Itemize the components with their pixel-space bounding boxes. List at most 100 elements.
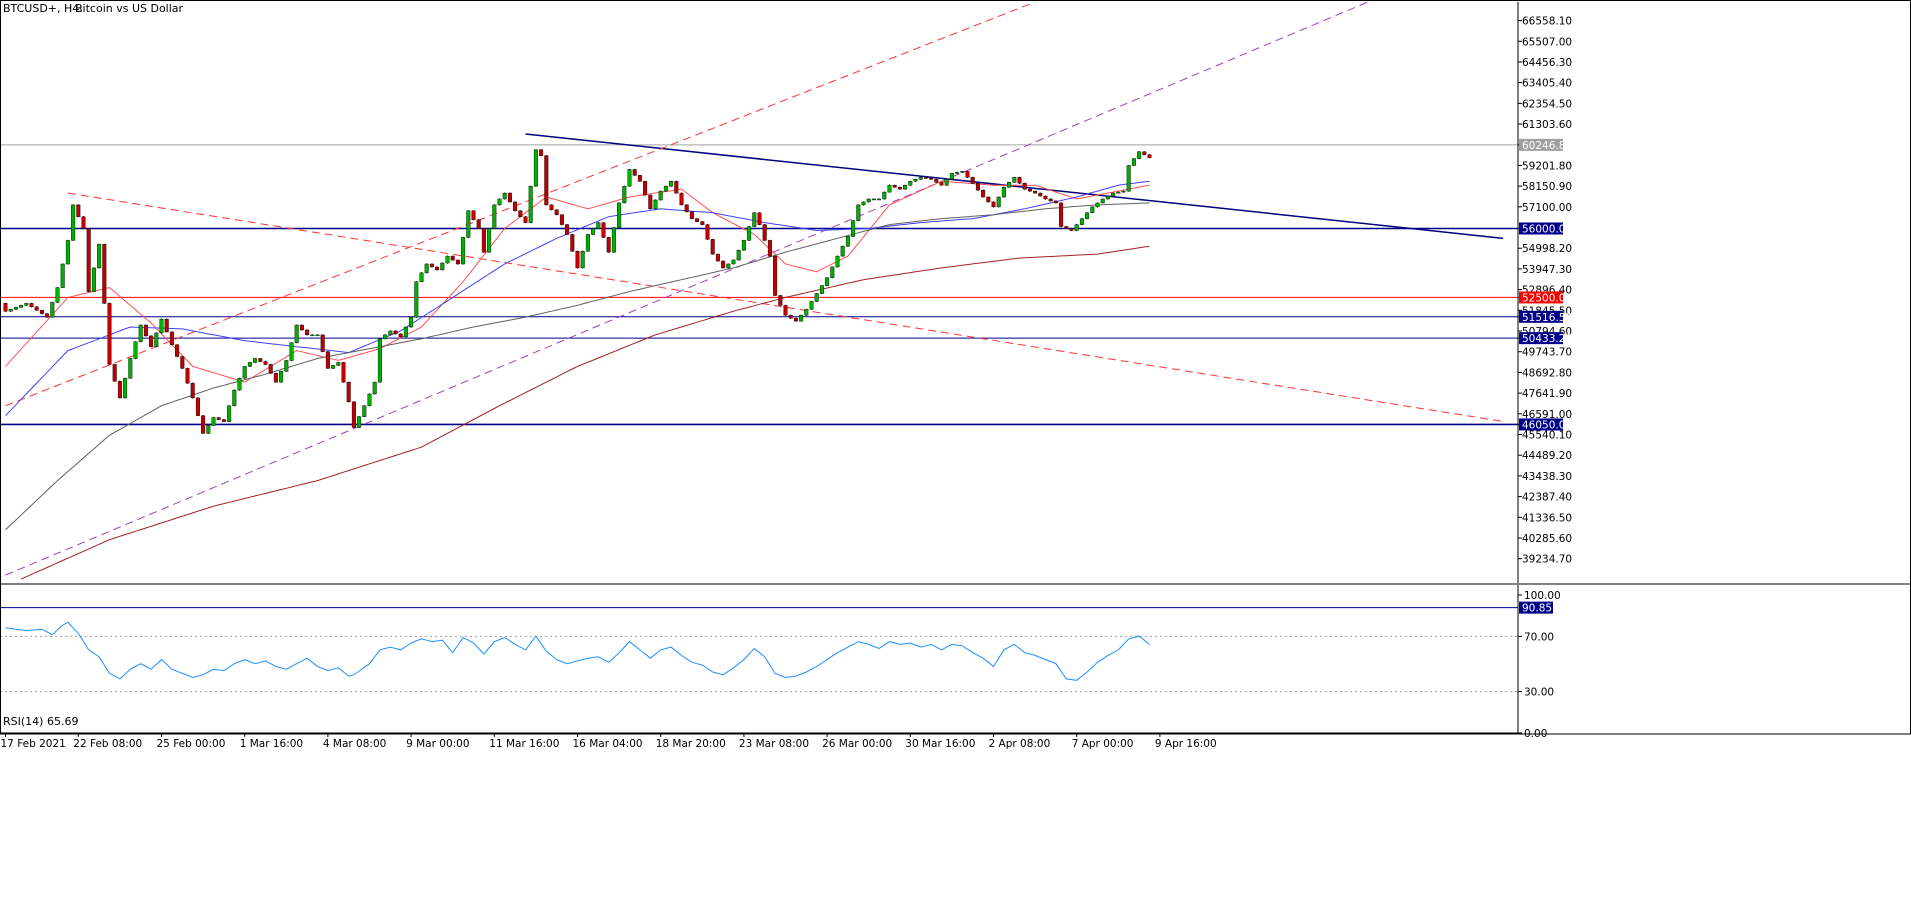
candle-body <box>461 237 466 265</box>
candle-body <box>705 224 710 240</box>
candle <box>887 184 892 193</box>
candle-body <box>1064 226 1069 229</box>
candle <box>611 226 616 253</box>
candle <box>440 262 445 271</box>
candle <box>939 181 944 186</box>
candle <box>819 285 824 295</box>
candle-body <box>403 326 408 338</box>
candle-body <box>882 191 887 200</box>
candle-body <box>71 204 76 241</box>
moving-average-0 <box>5 180 1150 383</box>
candle <box>575 250 580 269</box>
trendline-2 <box>67 192 1504 422</box>
candle <box>975 182 980 191</box>
candle-body <box>747 226 752 241</box>
candle-body <box>112 364 117 382</box>
candle <box>180 355 185 369</box>
candle-body <box>851 220 856 237</box>
candle-body <box>830 266 835 278</box>
candle <box>1069 227 1074 232</box>
candle <box>336 361 341 366</box>
candle-body <box>960 171 965 173</box>
candle <box>903 184 908 190</box>
candle <box>294 324 299 344</box>
candle-body <box>310 334 315 337</box>
candle-body <box>247 362 252 367</box>
y-tick-label: 49743.70 <box>1522 347 1572 359</box>
candle <box>1147 154 1152 159</box>
candle <box>159 318 164 334</box>
candle <box>851 220 856 237</box>
candle-body <box>1105 195 1110 200</box>
candle <box>133 341 138 360</box>
time-axis: 17 Feb 2021 22 Feb 08:00 25 Feb 00:00 1 Mar… <box>0 732 1518 750</box>
candle <box>305 329 310 336</box>
candle-body <box>1121 190 1126 193</box>
candle <box>684 204 689 213</box>
candle-body <box>39 310 44 314</box>
candle <box>658 190 663 201</box>
candle-body <box>986 196 991 203</box>
candle-body <box>731 259 736 265</box>
y-tick-label: 56000.00 <box>1522 223 1572 235</box>
candle <box>1074 224 1079 232</box>
candle <box>814 292 819 302</box>
candle <box>752 212 757 228</box>
candle <box>804 308 809 316</box>
y-tick-label: 51516.58 <box>1522 312 1572 324</box>
candle <box>409 316 414 328</box>
candle-body <box>518 210 523 217</box>
candle <box>721 260 726 269</box>
candle-body <box>903 185 908 190</box>
candle-body <box>201 415 206 434</box>
candle-body <box>965 171 970 178</box>
candle-body <box>242 366 247 379</box>
y-tick-label-bg <box>1519 418 1563 431</box>
candle <box>1059 202 1064 228</box>
candle <box>461 236 466 265</box>
candle-body <box>1111 192 1116 197</box>
candle-body <box>715 253 720 262</box>
candle-body <box>658 190 663 201</box>
candle <box>357 416 362 429</box>
candle-body <box>617 202 622 228</box>
candle <box>81 216 86 230</box>
candle <box>585 233 590 252</box>
candle-body <box>591 228 596 235</box>
candle-body <box>232 389 237 406</box>
y-tick-label-bg <box>1519 332 1563 345</box>
candle <box>897 186 902 190</box>
y-tick-label: 61303.60 <box>1522 119 1572 131</box>
candle-body <box>471 210 476 220</box>
candle-body <box>107 303 112 365</box>
rsi-plot-area <box>0 607 1518 693</box>
candle-body <box>13 307 18 310</box>
candle-body <box>892 185 897 188</box>
candle <box>923 176 928 179</box>
candle-body <box>804 309 809 316</box>
candle-body <box>1116 191 1121 194</box>
candle <box>643 180 648 196</box>
x-tick-label: 17 Feb 2021 <box>1 738 66 750</box>
candle-body <box>102 244 107 304</box>
candle-body <box>799 314 804 322</box>
candle <box>559 214 564 226</box>
candle <box>310 334 315 337</box>
candle <box>331 364 336 369</box>
candle <box>778 294 783 306</box>
y-tick-label: 62354.50 <box>1522 98 1572 110</box>
candle <box>528 185 533 224</box>
candle <box>1079 218 1084 226</box>
candle <box>809 300 814 310</box>
candle-body <box>268 364 273 374</box>
candle <box>216 417 221 421</box>
candle <box>107 302 112 366</box>
candle <box>991 201 996 208</box>
candle <box>783 304 788 316</box>
candle <box>747 225 752 241</box>
candle-body <box>450 255 455 261</box>
candle-body <box>263 361 268 365</box>
candle <box>715 253 720 262</box>
candle <box>840 245 845 257</box>
candle-body <box>435 266 440 271</box>
